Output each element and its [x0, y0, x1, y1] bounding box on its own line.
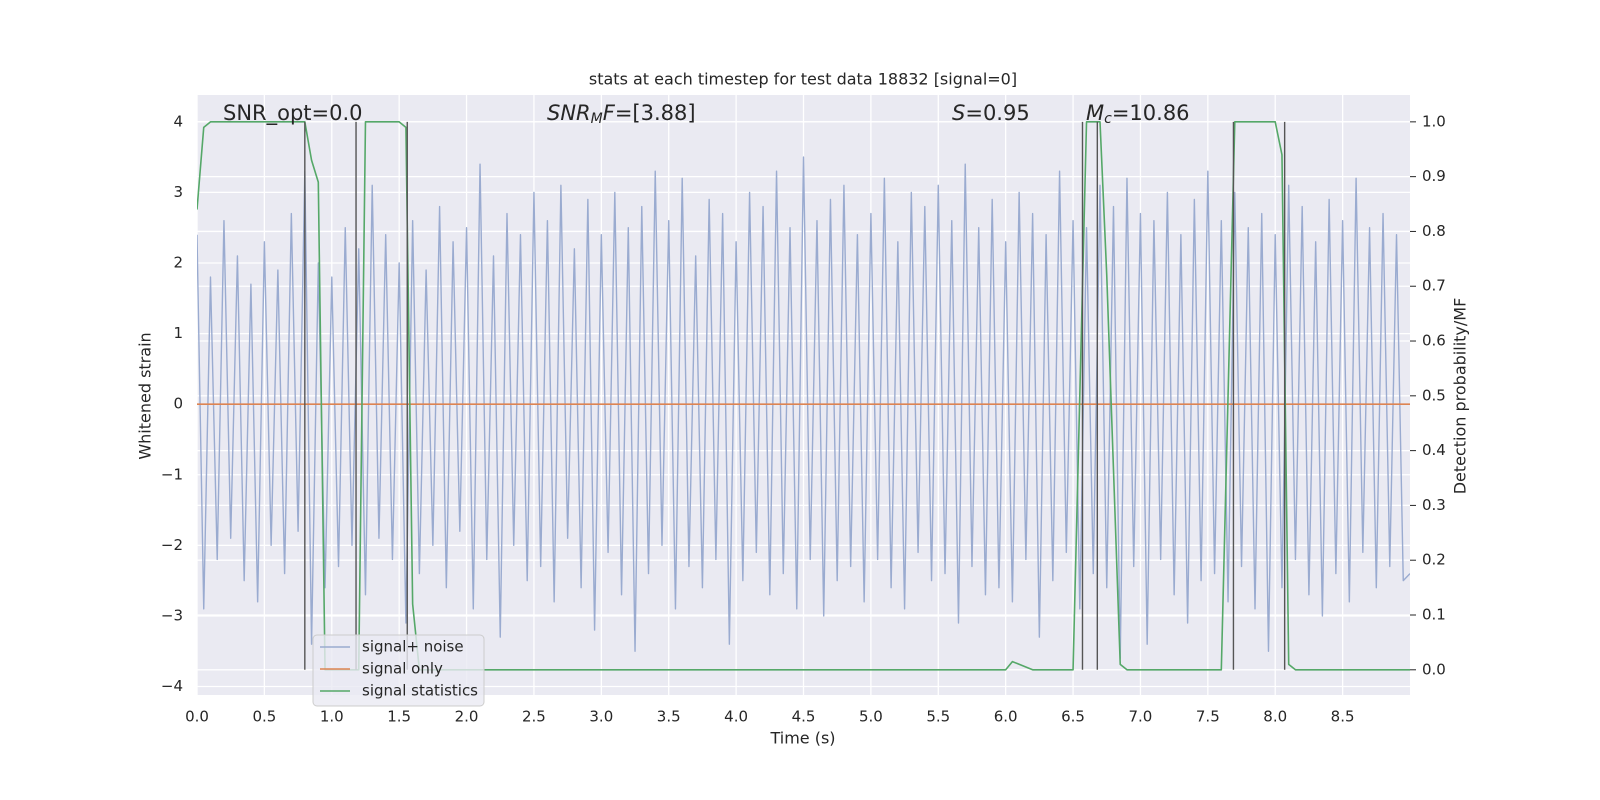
y-axis-label: Whitened strain	[136, 332, 155, 459]
annotation-part: SNR_opt=0.0	[223, 101, 363, 126]
annotation: Mc=10.86	[1086, 101, 1190, 127]
x-tick-label: 3.5	[657, 708, 681, 726]
annotation-part: F	[603, 101, 616, 125]
y2-tick-label: 0.5	[1422, 386, 1446, 404]
x-tick-label: 8.0	[1263, 708, 1287, 726]
y2-tick-label: 0.1	[1422, 606, 1446, 624]
x-tick-label: 2.5	[522, 708, 546, 726]
x-tick-label: 7.5	[1196, 708, 1220, 726]
y2-tick-label: 0.4	[1422, 441, 1446, 459]
plot-marks	[197, 121, 1410, 671]
annotation-part: =[3.88]	[615, 101, 696, 125]
y2-tick-label: 1.0	[1422, 112, 1446, 130]
legend-box	[312, 634, 485, 707]
x-tick-label: 1.0	[320, 708, 344, 726]
y-tick-label: −3	[161, 606, 183, 624]
legend-label: signal only	[362, 660, 443, 678]
y-tick-label: −2	[161, 536, 183, 554]
y-tick-label: 0	[173, 395, 183, 413]
annotation-part: SNR	[547, 101, 591, 125]
y-tick-label: 2	[173, 254, 183, 272]
annotation: S=0.95	[952, 101, 1030, 125]
annotation-part: c	[1104, 111, 1112, 127]
y-tick-label: −4	[161, 677, 183, 695]
annotation: SNR_opt=0.0	[223, 101, 363, 126]
x-tick-label: 6.5	[1061, 708, 1085, 726]
annotation-part: M	[591, 111, 603, 127]
annotation-part: =0.95	[965, 101, 1029, 125]
chart-title: stats at each timestep for test data 188…	[589, 70, 1017, 89]
y-tick-label: 4	[173, 112, 183, 130]
x-tick-label: 4.0	[724, 708, 748, 726]
legend-label: signal statistics	[362, 682, 478, 700]
y2-tick-label: 0.0	[1422, 660, 1446, 678]
legend: signal+ noise signal only signal statistic…	[312, 634, 485, 707]
y2-axis-label: Detection probability/MF	[1451, 298, 1470, 495]
x-tick-label: 5.0	[859, 708, 883, 726]
x-axis-label: Time (s)	[769, 729, 835, 748]
x-tick-label: 0.0	[185, 708, 209, 726]
x-tick-label: 6.0	[994, 708, 1018, 726]
y-tick-label: 3	[173, 183, 183, 201]
annotation-part: S	[952, 101, 965, 125]
y2-tick-label: 0.7	[1422, 277, 1446, 295]
y2-tick-label: 0.8	[1422, 222, 1446, 240]
x-tick-label: 8.5	[1331, 708, 1355, 726]
y-tick-label: −1	[161, 465, 183, 483]
x-tick-label: 0.5	[252, 708, 276, 726]
annotation-part: M	[1086, 101, 1104, 125]
series-line	[197, 156, 1410, 659]
y2-tick-label: 0.9	[1422, 167, 1446, 185]
x-tick-label: 5.5	[926, 708, 950, 726]
y-tick-label: 1	[173, 324, 183, 342]
annotation-part: =10.86	[1112, 101, 1190, 125]
x-tick-label: 3.0	[589, 708, 613, 726]
y2-tick-label: 0.3	[1422, 496, 1446, 514]
x-tick-label: 4.5	[792, 708, 816, 726]
x-tick-label: 1.5	[387, 708, 411, 726]
y2-tick-label: 0.6	[1422, 332, 1446, 350]
overlay: 0.0 0.5 1.0 1.5 2.0 2.5 3.0 3.5 4.0 4.5 5.0 5.5 6.0 6…	[161, 101, 1446, 726]
x-tick-label: 7.0	[1129, 708, 1153, 726]
series-line	[197, 121, 1410, 671]
legend-label: signal+ noise	[362, 638, 464, 656]
x-tick-label: 2.0	[455, 708, 479, 726]
annotation: SNRMF=[3.88]	[547, 101, 696, 127]
y2-tick-label: 0.2	[1422, 551, 1446, 569]
